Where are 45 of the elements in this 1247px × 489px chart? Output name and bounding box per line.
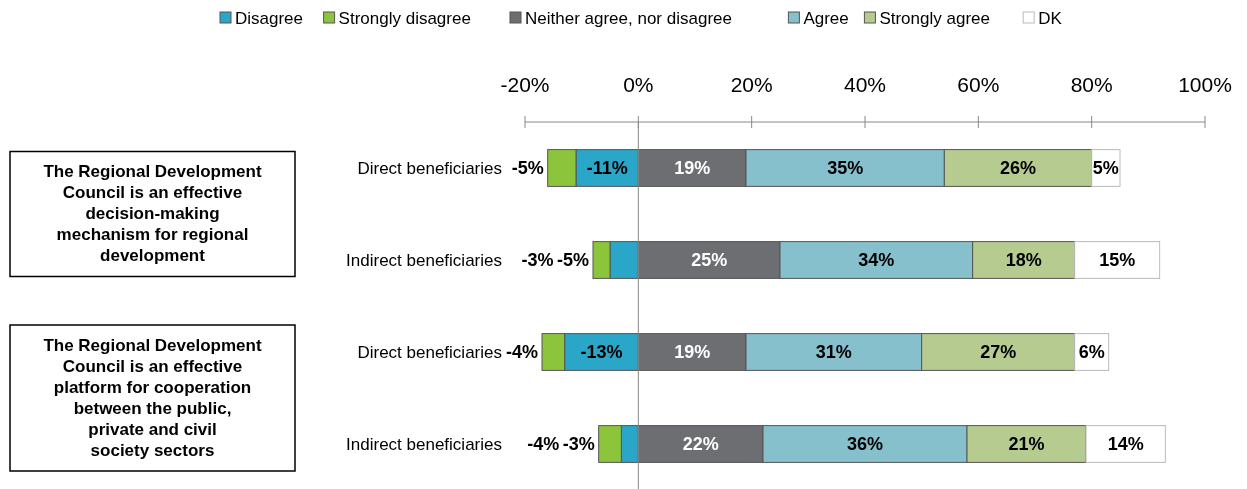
data-label: 36% (846, 434, 884, 455)
data-label: 25% (691, 250, 728, 271)
legend-label: Strongly disagree (338, 8, 471, 28)
data-label: 18% (1005, 250, 1042, 271)
bar (1085, 425, 1166, 463)
x-tick-label: -20% (500, 73, 550, 96)
data-label: 6% (1078, 342, 1105, 363)
x-tick-label: 80% (1070, 73, 1113, 96)
legend-label: DK (1038, 8, 1063, 28)
x-tick-label: 60% (957, 73, 1000, 96)
data-label: -3% (521, 250, 554, 271)
data-label: 5% (1092, 158, 1119, 179)
data-label: -5% (511, 158, 544, 179)
x-tick-label: 0% (623, 73, 654, 96)
legend-label: Strongly agree (879, 8, 990, 28)
data-label: 26% (999, 158, 1037, 179)
data-label: 19% (674, 158, 711, 179)
legend-label: Disagree (235, 8, 304, 28)
data-label: 31% (815, 342, 852, 363)
data-label: 34% (858, 250, 895, 271)
data-label: -5% (556, 250, 589, 271)
data-label: -4% (527, 434, 560, 455)
data-label: 19% (674, 342, 711, 363)
data-label: 27% (980, 342, 1017, 363)
bar (1074, 241, 1161, 279)
data-label: 21% (1008, 434, 1045, 455)
y-tick-label: Direct beneficiaries (357, 342, 502, 362)
data-label: 14% (1107, 434, 1144, 455)
data-label: 35% (827, 158, 864, 179)
text: The Regional Development Council is an effective decision-making mechanism for regional development (43, 162, 262, 266)
data-label: -3% (562, 434, 595, 455)
x-tick-label: 20% (730, 73, 773, 96)
x-tick-label: 40% (843, 73, 887, 96)
y-tick-label: Direct beneficiaries (357, 158, 502, 178)
legend-label: Agree (803, 8, 849, 28)
y-tick-label: Indirect beneficiaries (346, 434, 502, 454)
data-label: -11% (586, 158, 628, 179)
data-label: -4% (505, 342, 538, 363)
legend-label: Neither agree, nor disagree (525, 8, 732, 28)
text: The Regional Development Council is an effective platform for cooperation between the public, private and civil society sectors (43, 335, 262, 460)
x-tick-label: 100% (1178, 73, 1232, 96)
data-label: 22% (682, 434, 719, 455)
data-label: -13% (580, 342, 623, 363)
y-tick-label: Indirect beneficiaries (346, 250, 502, 270)
data-label: 15% (1099, 250, 1136, 271)
